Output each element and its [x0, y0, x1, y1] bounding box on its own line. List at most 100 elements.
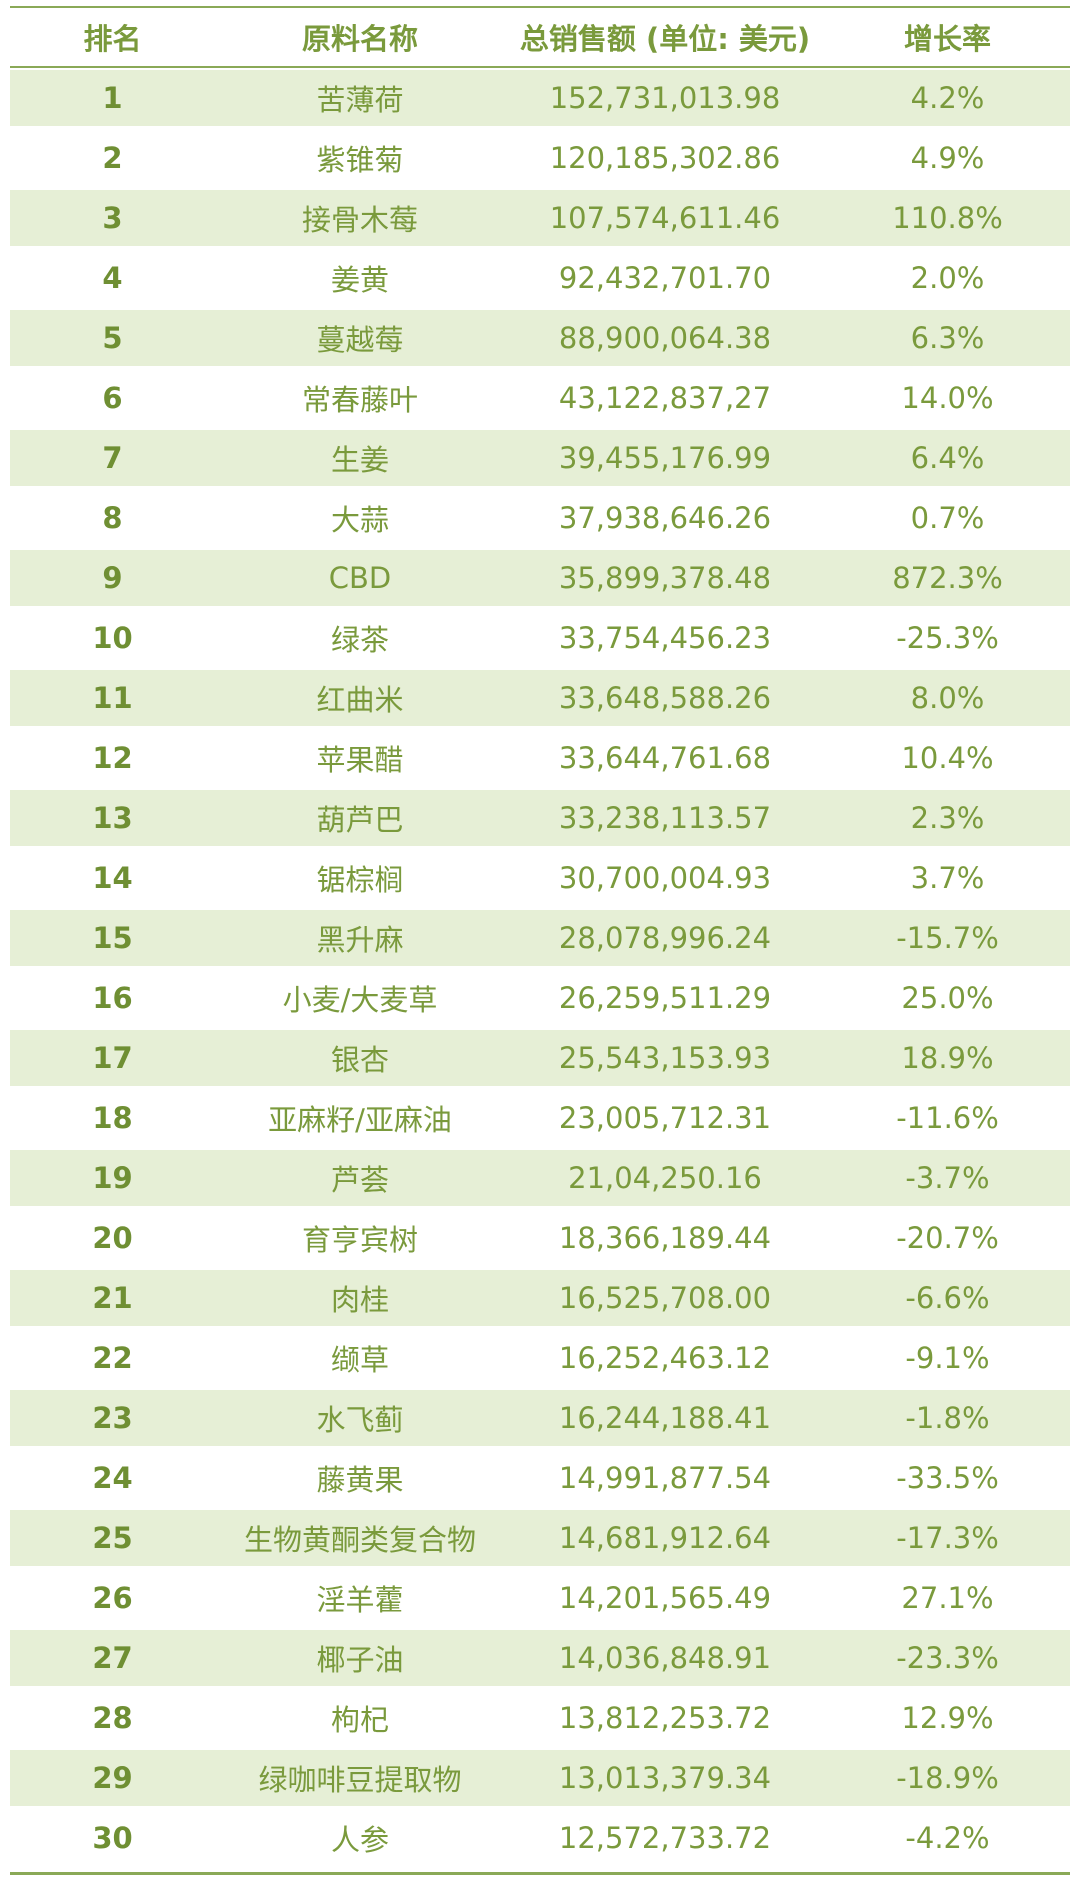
growth-rate-cell: 4.9% [910, 141, 985, 175]
ingredient-name-cell: 锯棕榈 [316, 863, 404, 897]
growth-rate-cell: 18.9% [901, 1041, 994, 1075]
table-row: 12 苹果醋 33,644,761.68 10.4% [10, 730, 1070, 786]
rank-cell: 15 [92, 921, 133, 955]
growth-rate-cell: -33.5% [896, 1461, 999, 1495]
table-row: 19 芦荟 21,04,250.16 -3.7% [10, 1150, 1070, 1206]
total-sales-cell: 92,432,701.70 [558, 261, 772, 295]
rank-cell: 6 [102, 381, 123, 415]
growth-rate-cell: 3.7% [910, 861, 985, 895]
total-sales-cell: 35,899,378.48 [558, 561, 772, 595]
ingredient-name-cell: 缬草 [330, 1343, 389, 1377]
total-sales-cell: 37,938,646.26 [558, 501, 772, 535]
rank-cell: 5 [102, 321, 123, 355]
ingredient-name-cell: 姜黄 [330, 263, 389, 297]
growth-rate-cell: -6.6% [905, 1281, 990, 1315]
rank-cell: 22 [92, 1341, 133, 1375]
rank-cell: 21 [92, 1281, 133, 1315]
rank-cell: 8 [102, 501, 123, 535]
rank-cell: 29 [92, 1761, 133, 1795]
growth-rate-cell: 2.3% [910, 801, 985, 835]
ingredient-name-cell: 葫芦巴 [316, 803, 404, 837]
growth-rate-cell: 4.2% [910, 81, 985, 115]
growth-rate-cell: -3.7% [905, 1161, 990, 1195]
growth-rate-cell: 10.4% [901, 741, 994, 775]
growth-rate-cell: -1.8% [905, 1401, 990, 1435]
table-row: 10 绿茶 33,754,456.23 -25.3% [10, 610, 1070, 666]
growth-rate-cell: -23.3% [896, 1641, 999, 1675]
growth-rate-cell: -25.3% [896, 621, 999, 655]
table-row: 4 姜黄 92,432,701.70 2.0% [10, 250, 1070, 306]
table-row: 30 人参 12,572,733.72 -4.2% [10, 1810, 1070, 1866]
ingredient-name-cell: 苹果醋 [316, 743, 404, 777]
total-sales-cell: 33,238,113.57 [558, 801, 772, 835]
ingredient-name-cell: 银杏 [330, 1043, 389, 1077]
table-bottom-rule [10, 1872, 1070, 1875]
table-row: 29 绿咖啡豆提取物 13,013,379.34 -18.9% [10, 1750, 1070, 1806]
total-sales-cell: 14,036,848.91 [558, 1641, 772, 1675]
table-row: 7 生姜 39,455,176.99 6.4% [10, 430, 1070, 486]
table-row: 16 小麦/大麦草 26,259,511.29 25.0% [10, 970, 1070, 1026]
rank-cell: 24 [92, 1461, 133, 1495]
growth-rate-cell: 0.7% [910, 501, 985, 535]
total-sales-cell: 26,259,511.29 [558, 981, 772, 1015]
rank-cell: 7 [102, 441, 123, 475]
ingredient-name-cell: 紫锥菊 [316, 143, 404, 177]
rank-cell: 2 [102, 141, 123, 175]
table-row: 21 肉桂 16,525,708.00 -6.6% [10, 1270, 1070, 1326]
table-row: 8 大蒜 37,938,646.26 0.7% [10, 490, 1070, 546]
rank-cell: 1 [102, 81, 123, 115]
growth-rate-cell: -17.3% [896, 1521, 999, 1555]
table-row: 11 红曲米 33,648,588.26 8.0% [10, 670, 1070, 726]
table-row: 15 黑升麻 28,078,996.24 -15.7% [10, 910, 1070, 966]
rank-cell: 4 [102, 261, 123, 295]
table-row: 24 藤黄果 14,991,877.54 -33.5% [10, 1450, 1070, 1506]
growth-rate-cell: 8.0% [910, 681, 985, 715]
growth-rate-cell: 2.0% [910, 261, 985, 295]
table-row: 20 育亨宾树 18,366,189.44 -20.7% [10, 1210, 1070, 1266]
ingredient-name-cell: 接骨木莓 [301, 203, 418, 237]
ingredient-name-cell: 亚麻籽/亚麻油 [268, 1103, 452, 1137]
table-row: 5 蔓越莓 88,900,064.38 6.3% [10, 310, 1070, 366]
table-row: 26 淫羊藿 14,201,565.49 27.1% [10, 1570, 1070, 1626]
header-ingredient-name: 原料名称 [301, 22, 418, 56]
rank-cell: 11 [92, 681, 133, 715]
total-sales-cell: 43,122,837,27 [558, 381, 772, 415]
table-top-rule [10, 6, 1070, 8]
total-sales-cell: 28,078,996.24 [558, 921, 772, 955]
rank-cell: 13 [92, 801, 133, 835]
table-header-row: 排名 原料名称 总销售额 (单位: 美元) 增长率 [10, 8, 1070, 66]
rank-cell: 9 [102, 561, 123, 595]
rank-cell: 19 [92, 1161, 133, 1195]
total-sales-cell: 33,648,588.26 [558, 681, 772, 715]
rank-cell: 28 [92, 1701, 133, 1735]
total-sales-cell: 33,644,761.68 [558, 741, 772, 775]
table-row: 3 接骨木莓 107,574,611.46 110.8% [10, 190, 1070, 246]
total-sales-cell: 13,013,379.34 [558, 1761, 772, 1795]
ingredient-name-cell: 育亨宾树 [301, 1223, 418, 1257]
ingredient-name-cell: 小麦/大麦草 [282, 983, 438, 1017]
total-sales-cell: 88,900,064.38 [558, 321, 772, 355]
rank-cell: 23 [92, 1401, 133, 1435]
total-sales-cell: 16,244,188.41 [558, 1401, 772, 1435]
growth-rate-cell: -9.1% [905, 1341, 990, 1375]
table-row: 17 银杏 25,543,153.93 18.9% [10, 1030, 1070, 1086]
table-row: 27 椰子油 14,036,848.91 -23.3% [10, 1630, 1070, 1686]
table-row: 6 常春藤叶 43,122,837,27 14.0% [10, 370, 1070, 426]
ingredient-name-cell: 苦薄荷 [316, 83, 404, 117]
ingredient-name-cell: 藤黄果 [316, 1463, 404, 1497]
header-total-sales: 总销售额 (单位: 美元) [519, 22, 811, 56]
header-growth-rate: 增长率 [903, 22, 991, 56]
table-row: 14 锯棕榈 30,700,004.93 3.7% [10, 850, 1070, 906]
total-sales-cell: 33,754,456.23 [558, 621, 772, 655]
table-row: 13 葫芦巴 33,238,113.57 2.3% [10, 790, 1070, 846]
ingredient-name-cell: CBD [328, 561, 392, 595]
total-sales-cell: 14,681,912.64 [558, 1521, 772, 1555]
ingredient-name-cell: 椰子油 [316, 1643, 404, 1677]
total-sales-cell: 16,252,463.12 [558, 1341, 772, 1375]
header-rank: 排名 [83, 22, 142, 56]
total-sales-cell: 23,005,712.31 [558, 1101, 772, 1135]
rank-cell: 25 [92, 1521, 133, 1555]
rank-cell: 17 [92, 1041, 133, 1075]
ingredient-name-cell: 绿茶 [330, 623, 389, 657]
total-sales-cell: 25,543,153.93 [558, 1041, 772, 1075]
